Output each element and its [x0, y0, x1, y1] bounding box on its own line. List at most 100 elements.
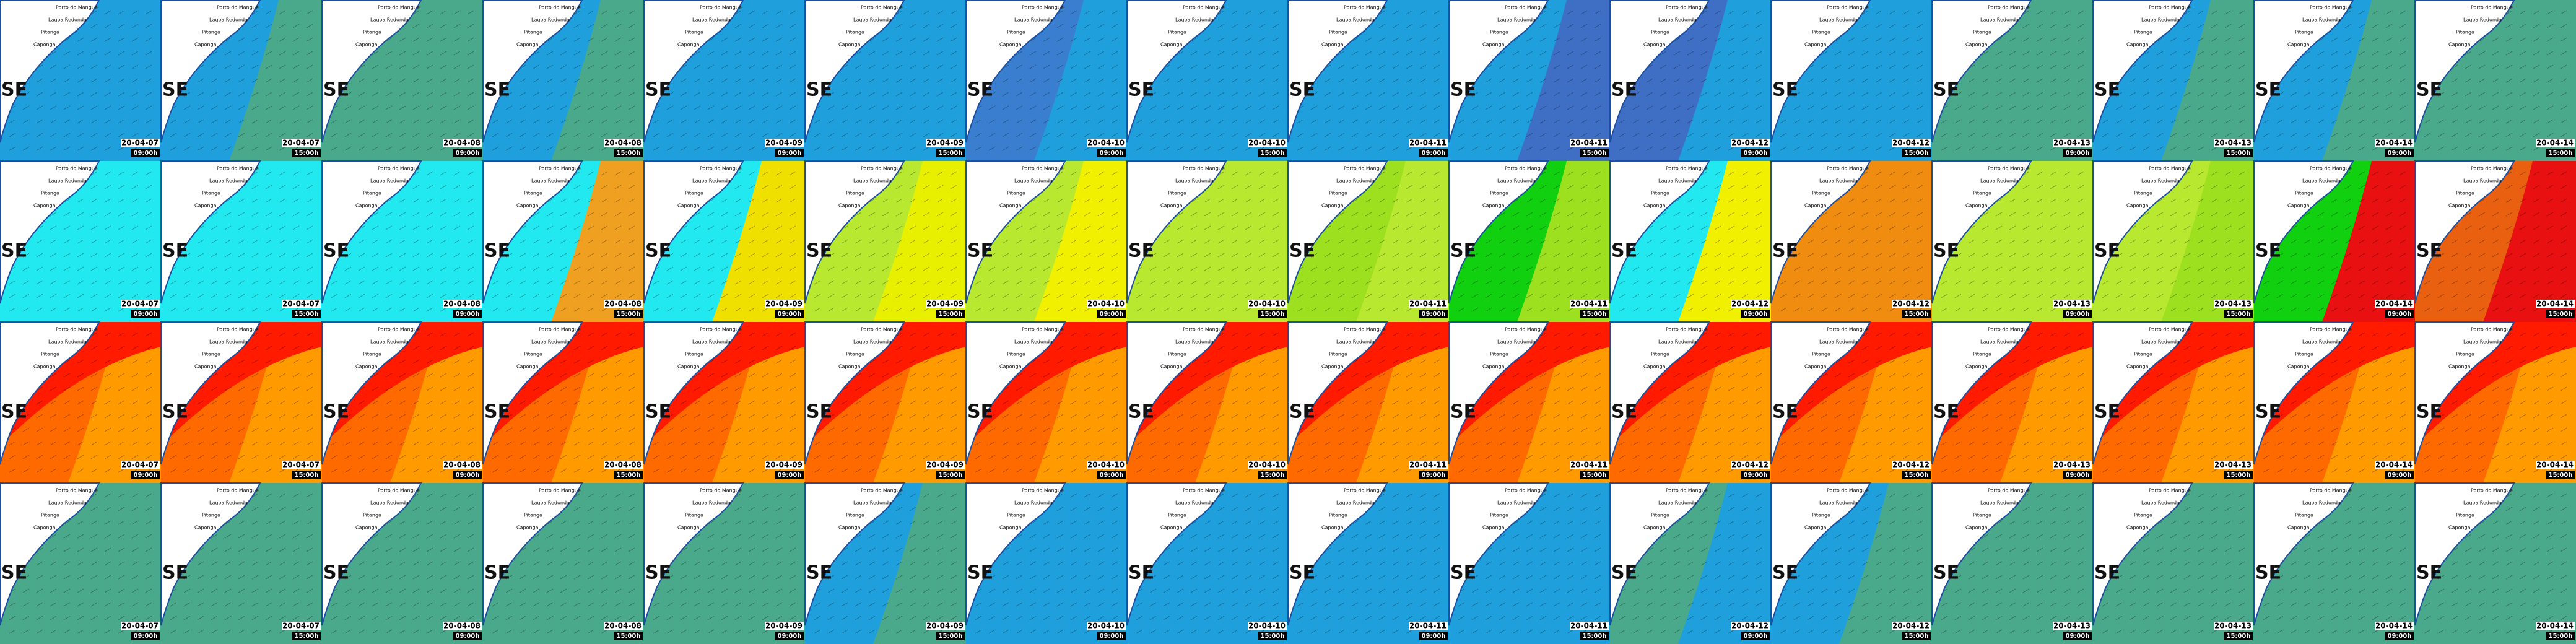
wind-arrow: [2224, 133, 2232, 137]
wind-arrow: [1755, 64, 1762, 69]
wind-arrow: [385, 212, 393, 217]
wind-arrow: [211, 239, 218, 244]
wind-arrow: [1043, 64, 1050, 69]
wind-arrow: [118, 253, 125, 258]
wind-arrow: [1204, 37, 1211, 42]
region-label: SE: [1450, 240, 1476, 262]
wind-arrow: [1392, 92, 1399, 97]
wind-arrow: [1700, 78, 1708, 83]
wind-arrow: [2077, 51, 2084, 56]
wind-arrow: [895, 64, 903, 69]
wind-arrow: [2533, 78, 2540, 83]
wind-arrow: [1084, 92, 1091, 97]
wind-arrow: [2063, 10, 2071, 15]
wind-arrow: [1111, 133, 1118, 137]
wind-arrow: [923, 51, 930, 56]
place-label: Lagoa Redonda: [2463, 178, 2502, 184]
wind-arrow: [1002, 146, 1009, 151]
wind-arrow: [1673, 64, 1681, 69]
wind-arrow: [426, 10, 433, 15]
wind-arrow: [453, 105, 461, 110]
wind-arrow: [2022, 10, 2030, 15]
wind-arrow: [292, 78, 300, 83]
wind-arrow: [36, 280, 43, 285]
place-label: Porto do Mangue: [2310, 5, 2352, 11]
wind-arrow: [1700, 133, 1708, 137]
wind-arrow: [170, 133, 177, 137]
sea-zone: [2483, 0, 2576, 161]
wind-arrow: [412, 307, 420, 312]
wind-arrow: [2156, 37, 2164, 42]
wind-arrow: [36, 105, 43, 110]
wind-arrow: [614, 239, 622, 244]
wind-arrow: [1070, 133, 1077, 137]
wind-arrow: [183, 266, 191, 271]
wind-arrow: [145, 171, 152, 176]
wind-arrow: [721, 105, 728, 110]
wind-arrow: [2022, 51, 2030, 56]
wind-arrow: [77, 307, 84, 312]
wind-arrow: [2465, 78, 2472, 83]
wind-arrow: [1553, 24, 1560, 28]
wind-arrow: [1084, 51, 1091, 56]
wind-arrow: [90, 280, 98, 285]
time-box: [1741, 149, 1770, 157]
wind-arrow: [2358, 37, 2365, 42]
sea-zone: [1195, 0, 1288, 161]
wind-arrow: [104, 266, 111, 271]
wind-arrow: [145, 78, 152, 83]
wind-arrow: [211, 307, 218, 312]
wind-arrow: [344, 92, 352, 97]
wind-arrow: [2478, 78, 2486, 83]
wind-arrow: [680, 253, 687, 258]
wind-arrow: [1954, 119, 1962, 124]
wind-arrow: [1310, 133, 1318, 137]
wind-arrow: [868, 64, 876, 69]
wind-arrow: [789, 212, 796, 217]
wind-arrow: [1149, 119, 1157, 124]
date-label: 20-04-12: [1892, 300, 1930, 308]
wind-arrow: [372, 212, 379, 217]
wind-arrow: [505, 266, 513, 271]
wind-arrow: [1902, 119, 1910, 124]
wind-arrow: [1594, 105, 1601, 110]
wind-arrow: [1351, 105, 1359, 110]
wind-arrow: [1485, 146, 1492, 151]
wind-arrow: [2170, 78, 2177, 83]
wind-arrow: [1619, 119, 1626, 124]
wind-arrow: [440, 78, 447, 83]
wind-arrow: [1553, 64, 1560, 69]
wind-arrow: [1177, 105, 1184, 110]
wind-arrow: [814, 146, 821, 151]
wind-arrow: [145, 294, 152, 298]
place-label: Lagoa Redonda: [2463, 17, 2502, 23]
wind-arrow: [1646, 146, 1653, 151]
wind-arrow: [1714, 105, 1721, 110]
wind-arrow: [680, 133, 687, 137]
wind-arrow: [614, 119, 622, 124]
wind-arrow: [2478, 51, 2486, 56]
wind-arrow: [923, 119, 930, 124]
wind-arrow: [855, 105, 862, 110]
wind-arrow: [1793, 119, 1801, 124]
wind-arrow: [358, 253, 365, 258]
date-label: 20-04-13: [2214, 139, 2252, 147]
wind-arrow: [748, 146, 755, 151]
wind-arrow: [2385, 119, 2393, 124]
time-label: 15:00h: [939, 150, 963, 157]
wind-arrow: [1553, 10, 1560, 15]
wind-arrow: [748, 253, 755, 258]
wind-arrow: [331, 119, 338, 124]
wind-arrow: [546, 294, 554, 298]
wind-arrow: [63, 51, 71, 56]
wind-arrow: [587, 307, 594, 312]
wind-arrow: [412, 239, 420, 244]
region-label: SE: [806, 240, 832, 262]
wind-arrow: [2344, 10, 2352, 15]
wind-arrow: [1029, 146, 1037, 151]
wind-arrow: [2424, 119, 2431, 124]
wind-arrow: [533, 280, 540, 285]
wind-arrow: [77, 37, 84, 42]
wind-arrow: [292, 133, 300, 137]
